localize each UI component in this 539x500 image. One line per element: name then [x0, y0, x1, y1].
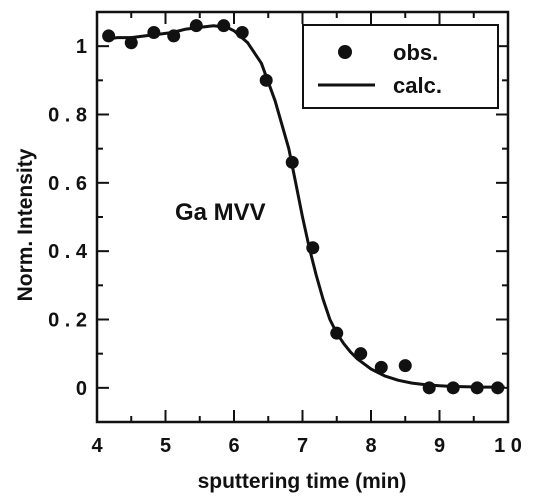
legend: obs. calc. [302, 24, 499, 109]
x-tick-label: 7 [297, 435, 308, 457]
annotation-label: Ga MVV [175, 199, 266, 226]
x-axis-title: sputtering time (min) [198, 470, 407, 493]
x-axis-ticks: 4 5 6 7 8 9 1 0 [91, 12, 522, 457]
obs-point [259, 73, 273, 87]
obs-point [354, 347, 368, 361]
legend-obs-marker [338, 45, 352, 59]
legend-calc-label: calc. [393, 73, 442, 98]
obs-point [470, 381, 484, 395]
x-tick-label: 8 [365, 435, 376, 457]
obs-point [124, 36, 138, 50]
y-tick-label: 1 [76, 36, 87, 58]
x-tick-label: 9 [434, 435, 445, 457]
legend-obs-label: obs. [393, 40, 438, 65]
obs-point [285, 155, 299, 169]
obs-point [330, 326, 344, 340]
obs-point [374, 360, 388, 374]
y-tick-label: 0 . 6 [48, 173, 87, 195]
obs-point [398, 359, 412, 373]
y-tick-label: 0 [76, 378, 87, 400]
y-tick-label: 0 . 4 [48, 241, 88, 263]
y-axis-title: Norm. Intensity [14, 148, 37, 301]
obs-point [102, 29, 116, 43]
legend-box [302, 24, 499, 109]
x-tick-label: 5 [160, 435, 171, 457]
x-tick-label: 1 0 [494, 435, 522, 457]
obs-point [189, 19, 203, 33]
obs-point [491, 381, 505, 395]
y-tick-label: 0 . 2 [48, 310, 87, 332]
obs-point [147, 26, 161, 39]
y-tick-label: 0 . 8 [48, 105, 87, 127]
obs-point [217, 19, 231, 33]
obs-point [446, 381, 460, 395]
x-tick-label: 6 [228, 435, 239, 457]
obs-point [167, 29, 181, 43]
obs-point [422, 381, 436, 395]
x-tick-label: 4 [91, 435, 103, 457]
obs-series [102, 19, 505, 395]
obs-point [235, 26, 249, 39]
y-axis-ticks: 0 0 . 2 0 . 4 0 . 6 0 . 8 1 [48, 11, 508, 423]
obs-point [306, 241, 320, 255]
